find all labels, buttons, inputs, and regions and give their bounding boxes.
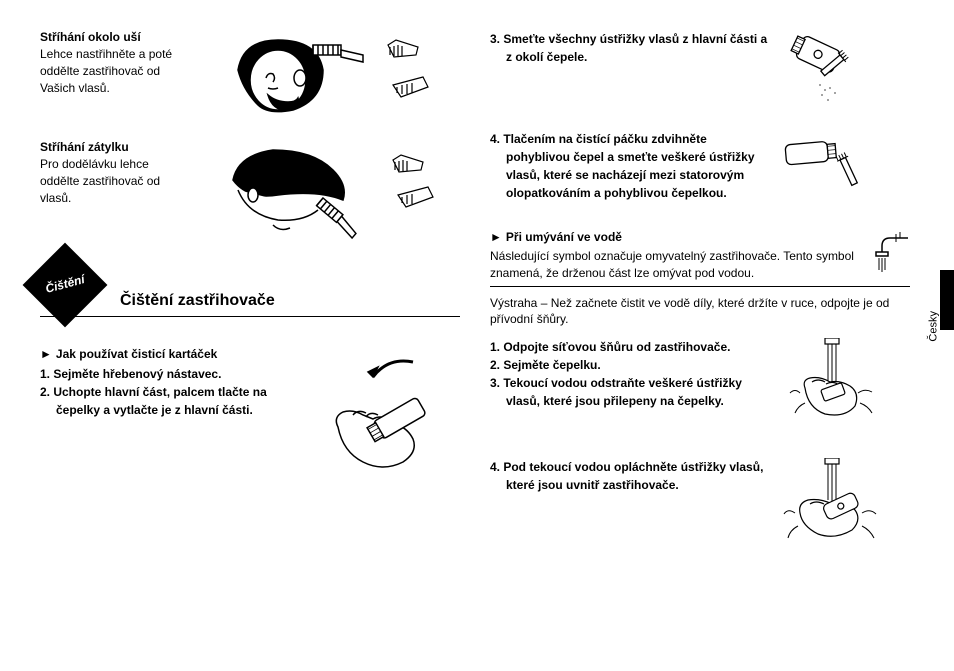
warning-text: Výstraha – Než začnete čistit ve vodě dí… [490, 295, 910, 329]
wash-step4-illustration [780, 458, 890, 558]
brush-heading: Jak používat čisticí kartáček [40, 347, 300, 361]
page-columns: Stříhání okolo uší Lehce nastřihněte a p… [40, 30, 914, 641]
step4-block: 4. Tlačením na čistící páčku zdvihněte p… [490, 130, 910, 210]
brush-step1: 1. Sejměte hřebenový nástavec. [40, 365, 300, 383]
ears-text: Stříhání okolo uší Lehce nastřihněte a p… [40, 30, 190, 120]
brush-block: Jak používat čisticí kartáček 1. Sejměte… [40, 347, 460, 487]
ears-section: Stříhání okolo uší Lehce nastřihněte a p… [40, 30, 460, 120]
water-left: Při umývání ve vodě Následující symbol o… [490, 230, 860, 282]
brush-step2: 2. Uchopte hlavní část, palcem tlačte na… [40, 383, 300, 419]
brush-steps: 1. Sejměte hřebenový nástavec. 2. Uchopt… [40, 365, 300, 419]
water-body: Následující symbol označuje omyvatelný z… [490, 248, 860, 282]
cleaning-header: Čištění Čištění zastřihovače [40, 280, 460, 317]
wash-step4-block: 4. Pod tekoucí vodou opláchněte ústřižky… [490, 458, 910, 558]
ears-title: Stříhání okolo uší [40, 30, 190, 44]
nape-text: Stříhání zátylku Pro dodělávku lehce odd… [40, 140, 190, 240]
wash-step3-illustration [780, 338, 890, 438]
wstep1: 1. Odpojte síťovou šňůru od zastřihovače… [490, 338, 770, 356]
wstep4: 4. Pod tekoucí vodou opláchněte ústřižky… [490, 458, 770, 494]
nape-title: Stříhání zátylku [40, 140, 190, 154]
step4-illustration [780, 130, 890, 210]
wash-steps-1-3: 1. Odpojte síťovou šňůru od zastřihovače… [490, 338, 910, 438]
nape-section: Stříhání zátylku Pro dodělávku lehce odd… [40, 140, 460, 240]
brush-illustration [315, 347, 460, 487]
nape-illustration [205, 140, 460, 240]
nape-body: Pro dodělávku lehce oddělte zastřihovač … [40, 156, 190, 206]
ears-illustration [205, 30, 460, 120]
language-label: Česky [928, 311, 940, 342]
step3: 3. Smeťte všechny ústřižky vlasů z hlavn… [490, 30, 770, 66]
step3-text: 3. Smeťte všechny ústřižky vlasů z hlavn… [490, 30, 770, 110]
step3-illustration [780, 30, 890, 110]
faucet-icon [870, 230, 910, 282]
water-heading: Při umývání ve vodě [490, 230, 860, 244]
step4: 4. Tlačením na čistící páčku zdvihněte p… [490, 130, 770, 202]
left-column: Stříhání okolo uší Lehce nastřihněte a p… [40, 30, 460, 641]
step4-text: 4. Tlačením na čistící páčku zdvihněte p… [490, 130, 770, 210]
right-column: 3. Smeťte všechny ústřižky vlasů z hlavn… [490, 30, 910, 641]
ears-body: Lehce nastřihněte a poté oddělte zastřih… [40, 46, 190, 96]
wash-steps-text: 1. Odpojte síťovou šňůru od zastřihovače… [490, 338, 770, 438]
wstep4-text: 4. Pod tekoucí vodou opláchněte ústřižky… [490, 458, 770, 558]
step3-block: 3. Smeťte všechny ústřižky vlasů z hlavn… [490, 30, 910, 110]
brush-text: Jak používat čisticí kartáček 1. Sejměte… [40, 347, 300, 419]
side-tab [940, 270, 954, 330]
wstep2: 2. Sejměte čepelku. [490, 356, 770, 374]
wstep3: 3. Tekoucí vodou odstraňte veškeré ústři… [490, 374, 770, 410]
water-section: Při umývání ve vodě Následující symbol o… [490, 230, 910, 287]
